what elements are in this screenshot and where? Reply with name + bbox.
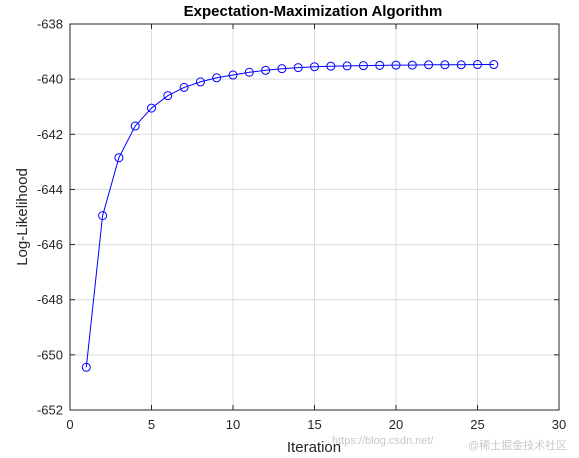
y-tick-label: -644 — [37, 182, 63, 197]
y-tick-label: -648 — [37, 292, 63, 307]
grid-lines — [70, 24, 559, 410]
x-tick-label: 30 — [552, 417, 566, 432]
data-point-marker — [244, 67, 254, 77]
watermark-brand: @稀土掘金技术社区 — [468, 438, 567, 452]
data-point-marker — [179, 82, 189, 92]
x-tick-labels: 0 5 10 15 20 25 30 — [66, 417, 566, 432]
data-point-marker — [489, 60, 499, 70]
data-point-marker — [358, 61, 368, 71]
data-point-marker — [261, 65, 271, 75]
data-point-marker — [163, 91, 173, 101]
chart-title: Expectation-Maximization Algorithm — [184, 3, 443, 20]
data-point-marker — [130, 121, 140, 131]
x-tick-label: 0 — [66, 417, 73, 432]
y-tick-label: -640 — [37, 72, 63, 87]
y-tick-label: -652 — [37, 403, 63, 418]
data-point-marker — [310, 62, 319, 72]
series-line — [85, 64, 494, 368]
data-point-marker — [456, 60, 466, 70]
x-tick-label: 20 — [389, 417, 403, 432]
data-point-marker — [424, 60, 434, 70]
data-point-marker — [277, 64, 287, 74]
x-tick-label: 10 — [226, 417, 240, 432]
data-point-marker — [342, 61, 352, 71]
data-point-marker — [195, 77, 205, 87]
data-point-marker — [147, 103, 156, 113]
data-point-marker — [407, 60, 417, 70]
x-tick-label: 25 — [470, 417, 484, 432]
data-point-marker — [391, 60, 401, 70]
data-point-marker — [473, 60, 482, 70]
watermark-url: https://blog.csdn.net/ — [332, 435, 434, 447]
y-tick-label: -650 — [37, 347, 63, 362]
tick-marks — [69, 23, 560, 411]
series-likelihood — [81, 60, 499, 372]
data-point-marker — [228, 70, 238, 80]
x-axis-label: Iteration — [287, 439, 341, 456]
y-tick-label: -642 — [37, 127, 63, 142]
data-point-marker — [212, 73, 222, 83]
data-point-marker — [293, 63, 303, 73]
data-point-marker — [81, 362, 91, 372]
y-tick-labels: -652 -650 -648 -646 -644 -642 -640 -638 — [37, 17, 63, 418]
x-tick-label: 5 — [148, 417, 155, 432]
data-point-marker — [375, 60, 385, 70]
y-tick-label: -638 — [37, 17, 63, 32]
x-tick-label: 15 — [307, 417, 321, 432]
y-axis-label: Log-Likelihood — [14, 168, 31, 266]
y-tick-label: -646 — [37, 237, 63, 252]
data-point-marker — [114, 153, 124, 163]
data-point-marker — [326, 61, 336, 71]
data-point-marker — [98, 211, 108, 221]
data-point-marker — [440, 60, 450, 70]
